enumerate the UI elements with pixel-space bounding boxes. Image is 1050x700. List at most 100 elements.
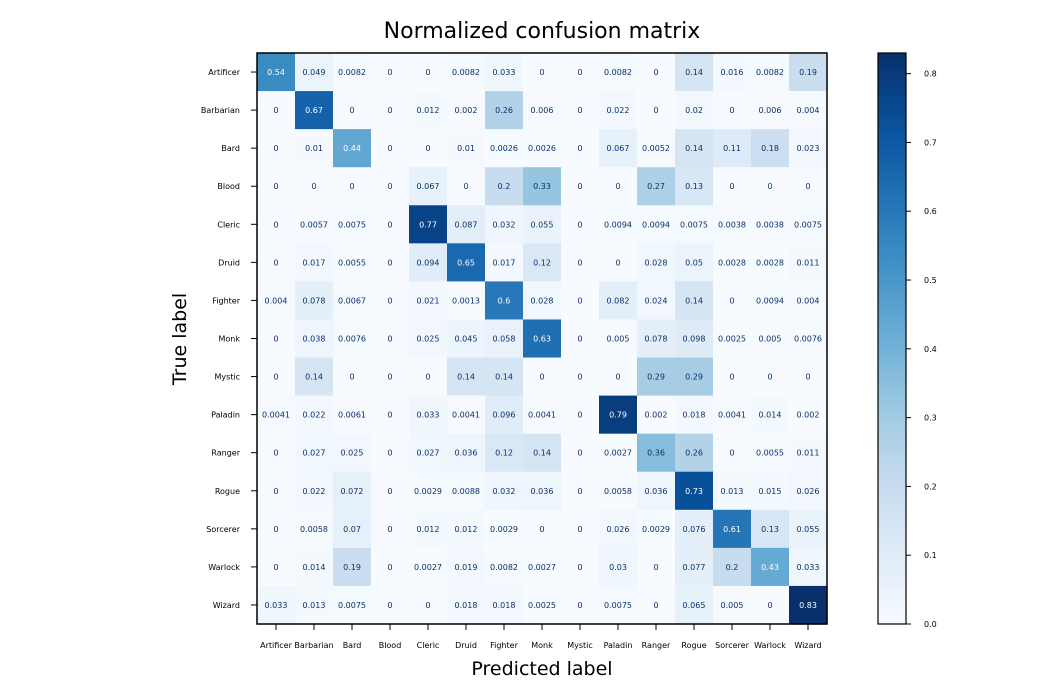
heatmap-cell [599,395,638,435]
heatmap-cell [523,205,562,244]
cell-value-label: 0.0058 [300,525,328,534]
cell-value-label: 0 [577,373,582,382]
heatmap-cell [485,319,524,359]
cell-value-label: 0.0026 [528,144,556,153]
heatmap-cell [485,53,524,92]
cell-value-label: 0.077 [683,563,706,572]
heatmap-cell [789,357,828,397]
heatmap-cell [485,509,524,549]
cell-value-label: 0 [577,182,582,191]
cell-value-label: 0.0094 [756,296,784,305]
cell-value-label: 0.11 [723,144,741,153]
colorbar-tick-label: 0.5 [924,276,937,285]
cell-value-label: 0.012 [417,106,440,115]
heatmap-cell [485,357,524,397]
heatmap-cell [561,357,600,397]
cell-value-label: 0.0025 [718,335,746,344]
heatmap-cell [751,509,790,549]
chart-title: Normalized confusion matrix [384,19,701,44]
cell-value-label: 0.033 [493,68,516,77]
heatmap-cell [409,205,448,244]
cell-value-label: 0.014 [759,411,782,420]
heatmap-cell [295,91,334,130]
heatmap-cell [523,471,562,511]
cell-value-label: 0 [387,525,392,534]
heatmap-cell [713,167,752,206]
heatmap-cell [295,471,334,511]
heatmap-cell [333,395,372,435]
cell-value-label: 0 [273,525,278,534]
cell-value-label: 0 [577,487,582,496]
x-tick-label: Cleric [417,641,440,650]
cell-value-label: 0.54 [267,68,285,77]
cell-value-label: 0.021 [417,296,440,305]
cell-value-label: 0 [577,563,582,572]
cell-value-label: 0.0041 [718,411,746,420]
heatmap-cell [561,585,600,625]
cell-value-label: 0.0075 [338,220,366,229]
heatmap-cell [257,243,296,282]
cell-value-label: 0 [577,296,582,305]
heatmap-cell [751,53,790,92]
heatmap-cell [523,547,562,587]
heatmap-cell [333,281,372,321]
cell-value-label: 0.44 [343,144,361,153]
cell-value-label: 0.65 [457,258,475,267]
heatmap-cell [713,53,752,92]
cell-value-label: 0.018 [683,411,706,420]
heatmap-cell [713,509,752,549]
cell-value-label: 0.078 [645,335,668,344]
cell-value-label: 0 [387,563,392,572]
heatmap-cell [675,471,714,511]
cell-value-label: 0.43 [761,563,779,572]
cell-value-label: 0.025 [341,449,364,458]
cell-value-label: 0.2 [726,563,739,572]
heatmap-cell [675,433,714,473]
cell-value-label: 0.011 [797,449,820,458]
heatmap-cell [333,509,372,549]
heatmap-cell [447,205,486,244]
cell-value-label: 0.036 [531,487,554,496]
heatmap-cell [371,319,410,359]
heatmap-cell [447,53,486,92]
y-tick-label: Warlock [208,563,240,572]
cell-value-label: 0.19 [799,68,817,77]
heatmap-cell [447,395,486,435]
cell-value-label: 0.73 [685,487,703,496]
heatmap-cell [409,319,448,359]
cell-value-label: 0.058 [493,335,516,344]
cell-value-label: 0.078 [303,296,326,305]
cell-value-label: 0.03 [609,563,627,572]
cell-value-label: 0.0038 [718,220,746,229]
cell-value-label: 0 [273,220,278,229]
cell-value-label: 0.094 [417,258,440,267]
heatmap-cell [561,471,600,511]
cell-value-label: 0.036 [455,449,478,458]
heatmap-cell [751,433,790,473]
heatmap-cell [599,585,638,625]
cell-value-label: 0 [729,182,734,191]
heatmap-cell [295,167,334,206]
cell-value-label: 0.013 [721,487,744,496]
heatmap-cell [409,53,448,92]
cell-value-label: 0.022 [303,411,326,420]
heatmap-cell [789,585,828,625]
heatmap-cell [637,509,676,549]
heatmap-cell [447,433,486,473]
heatmap-cell [447,471,486,511]
heatmap-cell [485,471,524,511]
cell-value-label: 0.0013 [452,296,480,305]
heatmap-cell [599,167,638,206]
heatmap-cell [485,129,524,168]
heatmap-cell [637,433,676,473]
heatmap-cell [371,281,410,321]
heatmap-cell [485,585,524,625]
heatmap-cell [523,433,562,473]
y-tick-label: Artificer [208,68,240,77]
heatmap-cell [713,319,752,359]
heatmap-cell [675,167,714,206]
cell-value-label: 0.011 [797,258,820,267]
cell-value-label: 0 [273,106,278,115]
cell-value-label: 0 [349,373,354,382]
colorbar-tick-label: 0.7 [924,138,937,147]
